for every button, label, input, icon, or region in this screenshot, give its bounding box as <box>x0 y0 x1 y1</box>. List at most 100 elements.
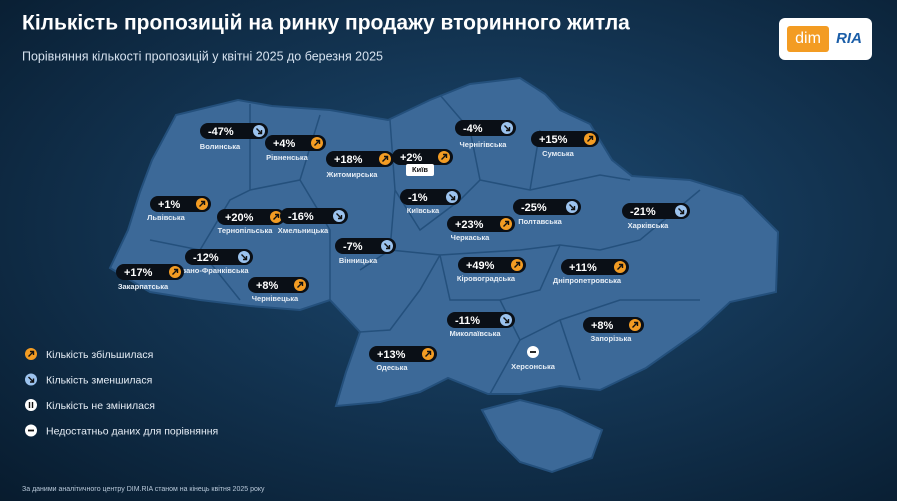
trend-icon <box>675 205 687 217</box>
change-badge <box>185 249 253 265</box>
trend-icon <box>333 210 345 222</box>
region-name: Вінницька <box>339 256 378 265</box>
change-badge <box>447 216 515 232</box>
region-name: Волинська <box>200 142 241 151</box>
arrow-up <box>425 350 432 357</box>
change-value: -16% <box>288 211 314 223</box>
change-value: -25% <box>521 202 547 214</box>
region-name: Чернівецька <box>252 294 299 303</box>
title: Кількість пропозицій на ринку продажу вт… <box>22 12 630 35</box>
arrow-up <box>28 350 35 357</box>
region-name: Житомирська <box>326 170 379 179</box>
arrow-up <box>273 213 280 220</box>
logo-right: RIA <box>836 30 862 47</box>
change-badge <box>150 196 211 212</box>
change-badge <box>392 149 453 165</box>
change-value: +17% <box>124 267 153 279</box>
region-name: Івано-Франківська <box>179 266 249 275</box>
arrow-down <box>336 213 343 220</box>
change-badge <box>561 259 629 275</box>
trend-icon <box>381 240 393 252</box>
region-name: Кіровоградська <box>457 274 516 283</box>
change-badge <box>217 209 285 225</box>
change-value: +18% <box>334 154 363 166</box>
trend-icon <box>25 399 37 411</box>
change-badge <box>455 120 516 136</box>
legend-label: Недостатньо даних для порівняння <box>46 425 218 437</box>
change-value: -12% <box>193 252 219 264</box>
region-name: Київ <box>412 165 428 174</box>
legend-label: Кількість збільшилася <box>46 349 153 361</box>
change-badge <box>458 257 526 273</box>
trend-icon <box>566 201 578 213</box>
trend-icon <box>500 314 512 326</box>
labels-layer: -47% Волинська +4% Рівненська +18% Житомирськ… <box>25 120 690 437</box>
arrow-down <box>504 125 511 132</box>
arrow-down <box>256 128 263 135</box>
pause <box>28 402 34 408</box>
region-name: Херсонська <box>511 362 556 371</box>
trend-icon <box>500 218 512 230</box>
trend-icon <box>511 259 523 271</box>
change-badge <box>513 199 581 215</box>
change-value: -1% <box>408 192 428 204</box>
region-name: Закарпатська <box>118 282 169 291</box>
change-value: -4% <box>463 123 483 135</box>
trend-icon <box>294 279 306 291</box>
arrow-down <box>678 208 685 215</box>
change-badge <box>583 317 644 333</box>
logo: dim RIA <box>779 18 872 60</box>
arrow-up <box>632 321 639 328</box>
change-badge <box>447 312 515 328</box>
change-value: +11% <box>569 262 597 274</box>
region-name: Рівненська <box>266 153 308 162</box>
change-value: -47% <box>208 126 234 138</box>
region-name: Київська <box>407 206 440 215</box>
trend-icon <box>527 346 539 358</box>
change-value: -21% <box>630 206 656 218</box>
region-name: Миколаївська <box>449 329 501 338</box>
region-name: Сумська <box>542 149 574 158</box>
trend-icon-circle <box>25 399 37 411</box>
region-name: Дніпропетровська <box>553 276 622 285</box>
trend-icon <box>629 319 641 331</box>
region-name: Полтавська <box>518 217 562 226</box>
region-name: Львівська <box>147 213 186 222</box>
trend-icon <box>379 153 391 165</box>
change-value: -7% <box>343 241 363 253</box>
trend-icon <box>584 133 596 145</box>
arrow-up <box>503 220 510 227</box>
trend-icon <box>446 191 458 203</box>
footer: За даними аналітичного центру DIM.RIA ст… <box>22 485 265 493</box>
change-badge <box>265 135 326 151</box>
trend-icon <box>169 266 181 278</box>
map-crimea <box>480 398 604 474</box>
region-name: Запорізька <box>591 334 633 343</box>
arrow-up <box>587 135 594 142</box>
region-name: Тернопільська <box>218 226 274 235</box>
change-badge <box>248 277 309 293</box>
logo-left-box <box>787 26 829 52</box>
change-value: +23% <box>455 219 484 231</box>
change-value: +13% <box>377 349 406 361</box>
change-badge <box>335 238 396 254</box>
arrow-down <box>241 254 248 261</box>
change-value: +15% <box>539 134 568 146</box>
change-value: +1% <box>158 199 181 211</box>
change-value: +8% <box>256 280 279 292</box>
change-value: +49% <box>466 260 495 272</box>
arrow-up <box>297 281 304 288</box>
logo-left: dim <box>795 30 821 47</box>
arrow-up <box>617 263 624 270</box>
change-badge <box>200 123 268 139</box>
legend-label: Кількість зменшилася <box>46 374 152 386</box>
trend-icon <box>196 198 208 210</box>
city-tag <box>406 164 434 176</box>
trend-icon <box>614 261 626 273</box>
trend-icon <box>253 125 265 137</box>
change-badge <box>622 203 690 219</box>
region-name: Харківська <box>628 221 670 230</box>
trend-icon <box>238 251 250 263</box>
arrow-down <box>28 376 35 383</box>
